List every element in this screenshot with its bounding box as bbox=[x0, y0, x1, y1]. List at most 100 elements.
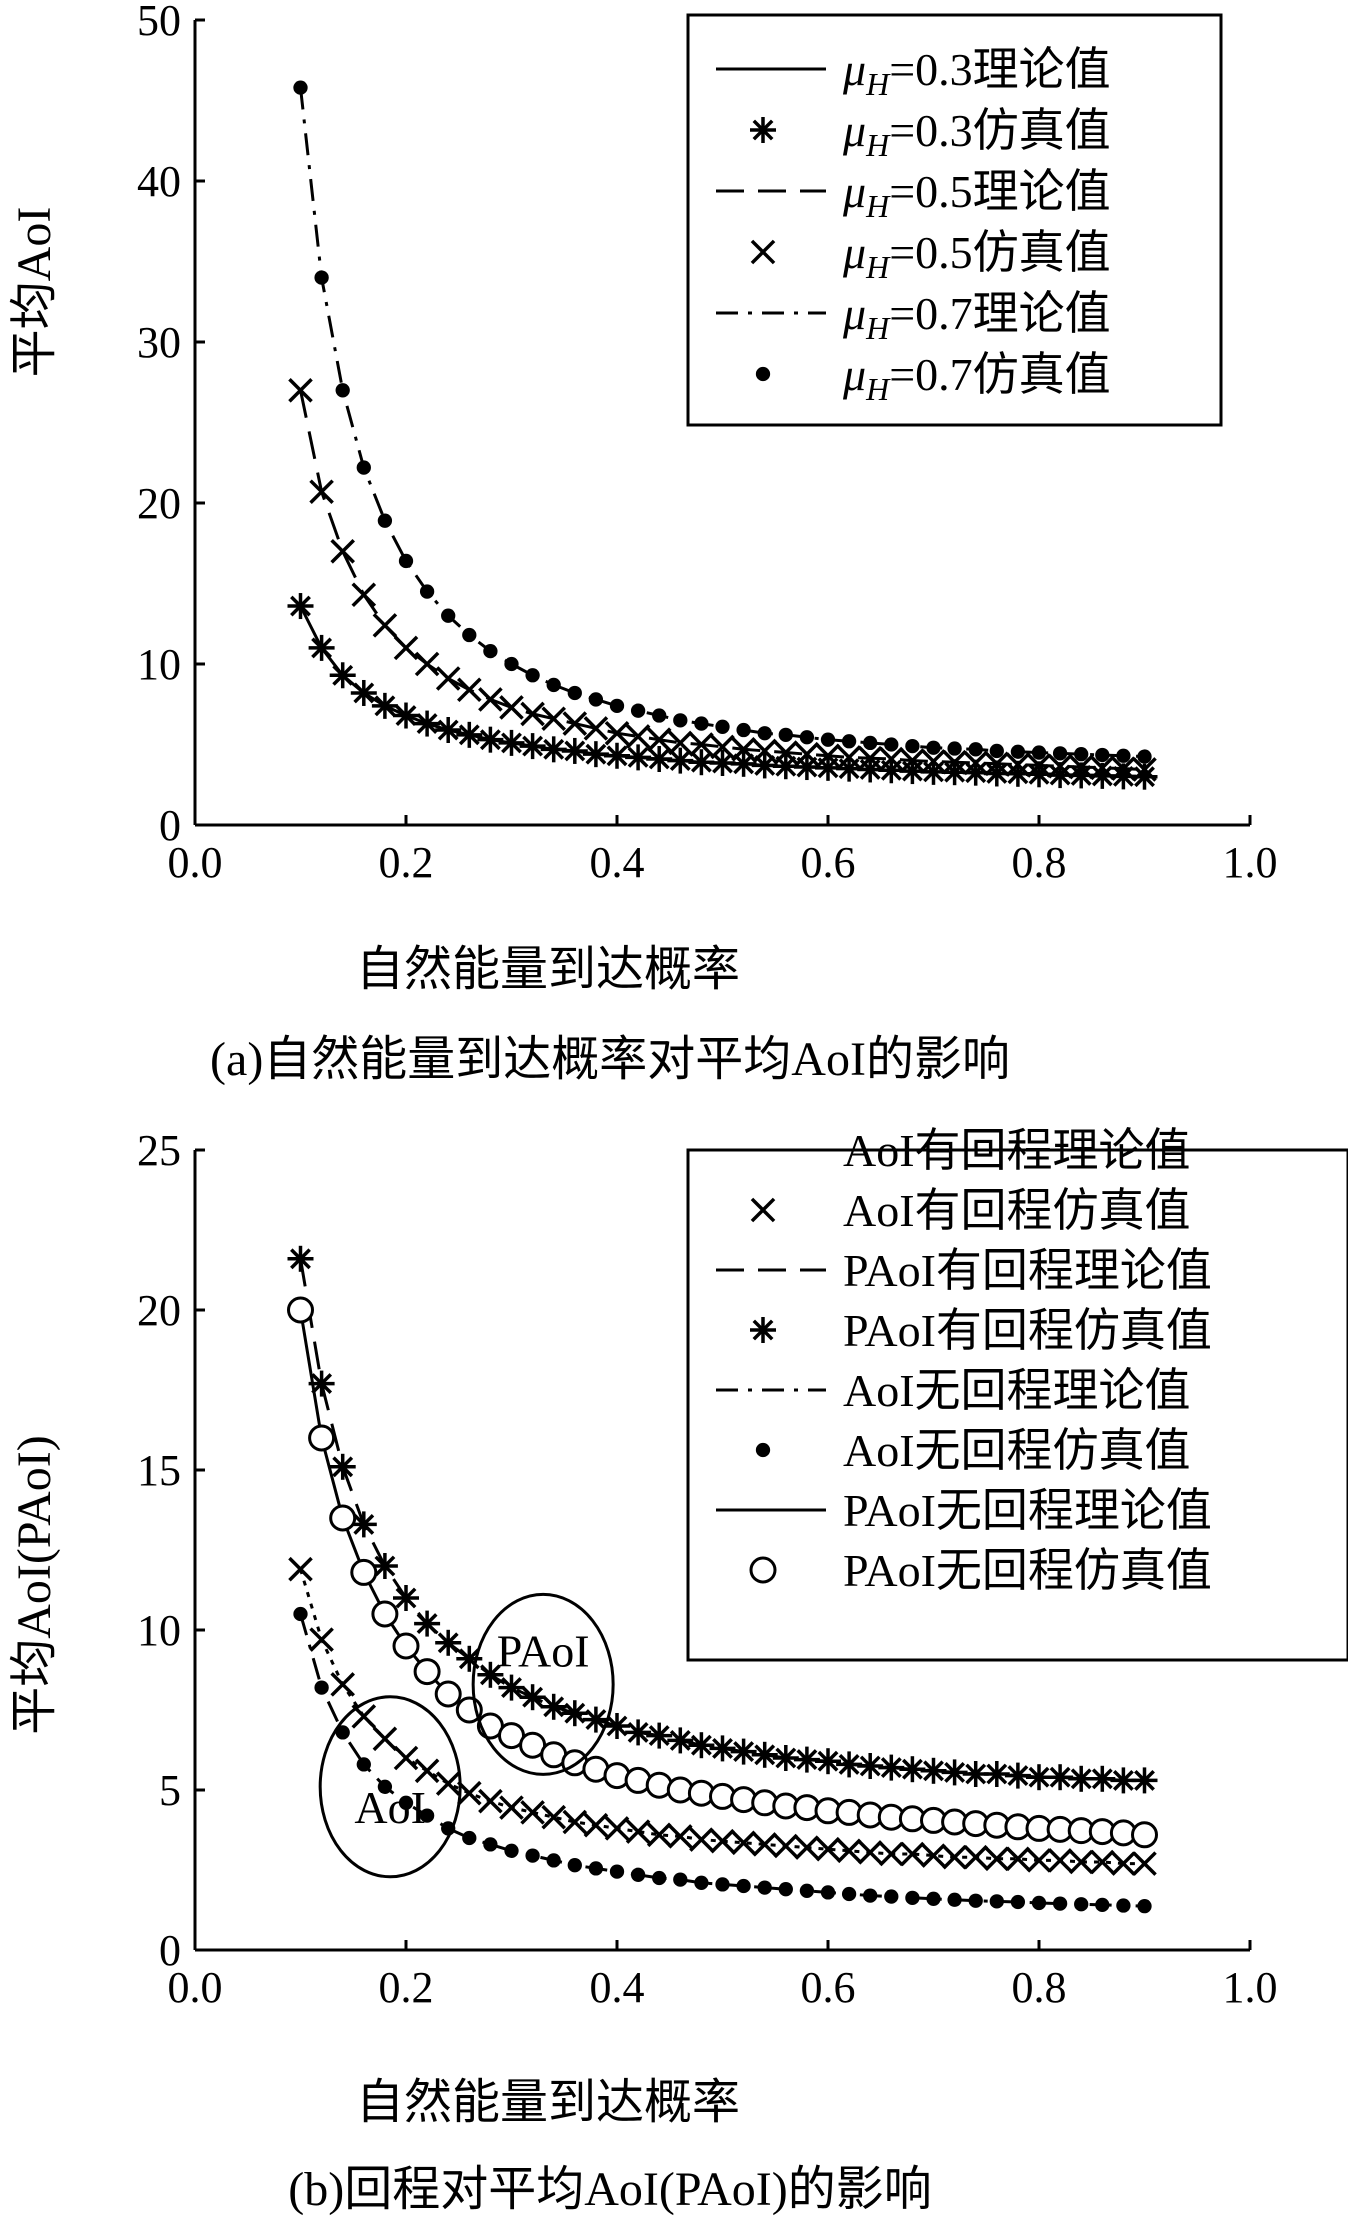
data-point-stroke bbox=[1091, 1768, 1113, 1790]
data-point bbox=[588, 1861, 604, 1876]
data-point-stroke bbox=[1132, 1851, 1157, 1876]
data-point bbox=[498, 729, 525, 756]
data-point bbox=[457, 677, 482, 703]
data-point bbox=[604, 720, 630, 746]
data-point bbox=[308, 1424, 336, 1452]
annotation: PAoI bbox=[471, 1592, 615, 1776]
data-point-stroke bbox=[648, 748, 670, 770]
data-point bbox=[1132, 757, 1157, 782]
data-point bbox=[652, 708, 667, 723]
data-point bbox=[1005, 1846, 1031, 1872]
legend-label: AoI有回程理论值 bbox=[843, 1125, 1191, 1176]
data-point bbox=[752, 738, 777, 764]
data-point bbox=[989, 1894, 1004, 1909]
data-point bbox=[841, 1886, 857, 1902]
data-point bbox=[419, 584, 435, 599]
data-point-stroke bbox=[541, 1804, 566, 1830]
data-point-stroke bbox=[923, 1760, 944, 1782]
data-point bbox=[794, 741, 820, 767]
data-point bbox=[308, 634, 335, 661]
data-point bbox=[1116, 748, 1131, 763]
data-point-stroke bbox=[309, 479, 334, 505]
data-point bbox=[419, 1808, 435, 1823]
data-point-stroke bbox=[1134, 766, 1155, 788]
series-1 bbox=[288, 1556, 1157, 1876]
data-point bbox=[751, 1741, 778, 1768]
data-point bbox=[773, 740, 799, 765]
data-point bbox=[968, 1893, 983, 1908]
data-point-stroke bbox=[752, 738, 777, 764]
data-point-stroke bbox=[1047, 753, 1073, 779]
data-point bbox=[1052, 746, 1068, 761]
data-point bbox=[398, 553, 414, 569]
data-point bbox=[778, 1882, 793, 1897]
data-point-stroke bbox=[437, 719, 459, 741]
x-tick-label: 0.2 bbox=[379, 1963, 434, 2012]
data-point-stroke bbox=[1026, 1848, 1052, 1873]
data-point bbox=[483, 1837, 498, 1852]
data-point-stroke bbox=[773, 740, 799, 765]
data-point bbox=[478, 1788, 503, 1814]
data-point-stroke bbox=[942, 749, 967, 775]
y-tick-label: 10 bbox=[137, 1606, 181, 1655]
x-tick-label: 0.0 bbox=[168, 838, 223, 887]
data-point-stroke bbox=[836, 745, 862, 770]
data-point bbox=[293, 1606, 308, 1622]
data-point-stroke bbox=[986, 763, 1008, 784]
data-point bbox=[815, 743, 841, 769]
data-point bbox=[567, 1858, 582, 1873]
x-tick-label: 0.8 bbox=[1012, 1963, 1067, 2012]
data-point-stroke bbox=[290, 595, 311, 617]
data-point-stroke bbox=[1134, 1769, 1155, 1791]
data-point bbox=[947, 741, 962, 756]
data-point bbox=[604, 742, 630, 769]
data-point bbox=[968, 742, 983, 757]
data-point bbox=[330, 539, 355, 564]
data-point bbox=[730, 1738, 757, 1765]
data-point bbox=[414, 651, 440, 677]
data-point bbox=[335, 383, 350, 398]
data-point-stroke bbox=[625, 724, 651, 749]
data-point bbox=[351, 582, 377, 608]
data-point bbox=[1005, 752, 1031, 777]
data-point bbox=[836, 745, 862, 770]
data-point bbox=[329, 1453, 356, 1480]
data-point bbox=[879, 1841, 904, 1867]
data-point-stroke bbox=[712, 752, 733, 774]
data-point bbox=[478, 687, 503, 712]
data-point bbox=[519, 1684, 546, 1711]
data-point-stroke bbox=[414, 651, 440, 677]
legend-marker-sample bbox=[755, 366, 771, 382]
data-point bbox=[900, 748, 925, 773]
data-point bbox=[962, 1761, 989, 1787]
data-point bbox=[963, 1844, 988, 1870]
data-point-stroke bbox=[499, 1795, 524, 1820]
data-point-stroke bbox=[522, 735, 544, 757]
data-point-stroke bbox=[416, 713, 438, 734]
data-point bbox=[498, 1674, 525, 1701]
data-point-stroke bbox=[543, 738, 565, 760]
x-tick-label: 0.2 bbox=[379, 838, 434, 887]
legend-marker-sample bbox=[750, 117, 776, 143]
series-5 bbox=[293, 80, 1152, 764]
data-point bbox=[646, 1822, 672, 1848]
data-point bbox=[546, 1853, 561, 1868]
data-point bbox=[773, 1833, 799, 1859]
data-point bbox=[413, 1658, 441, 1686]
data-point bbox=[414, 1758, 440, 1784]
data-point bbox=[941, 1759, 968, 1786]
legend-label: μH=0.3仿真值 bbox=[842, 105, 1111, 163]
data-point bbox=[1111, 756, 1136, 781]
legend-label: AoI无回程理论值 bbox=[843, 1365, 1191, 1416]
series-3 bbox=[287, 1245, 1158, 1794]
data-point bbox=[435, 1629, 462, 1656]
data-point bbox=[815, 1748, 841, 1775]
x-tick-label: 0.0 bbox=[168, 1963, 223, 2012]
data-point bbox=[1047, 753, 1073, 779]
data-point bbox=[588, 692, 604, 707]
data-point-stroke bbox=[879, 746, 904, 772]
legend-label: PAoI无回程理论值 bbox=[843, 1485, 1212, 1536]
data-point bbox=[879, 746, 904, 772]
data-point bbox=[372, 1726, 398, 1752]
x-tick-label: 0.6 bbox=[801, 838, 856, 887]
